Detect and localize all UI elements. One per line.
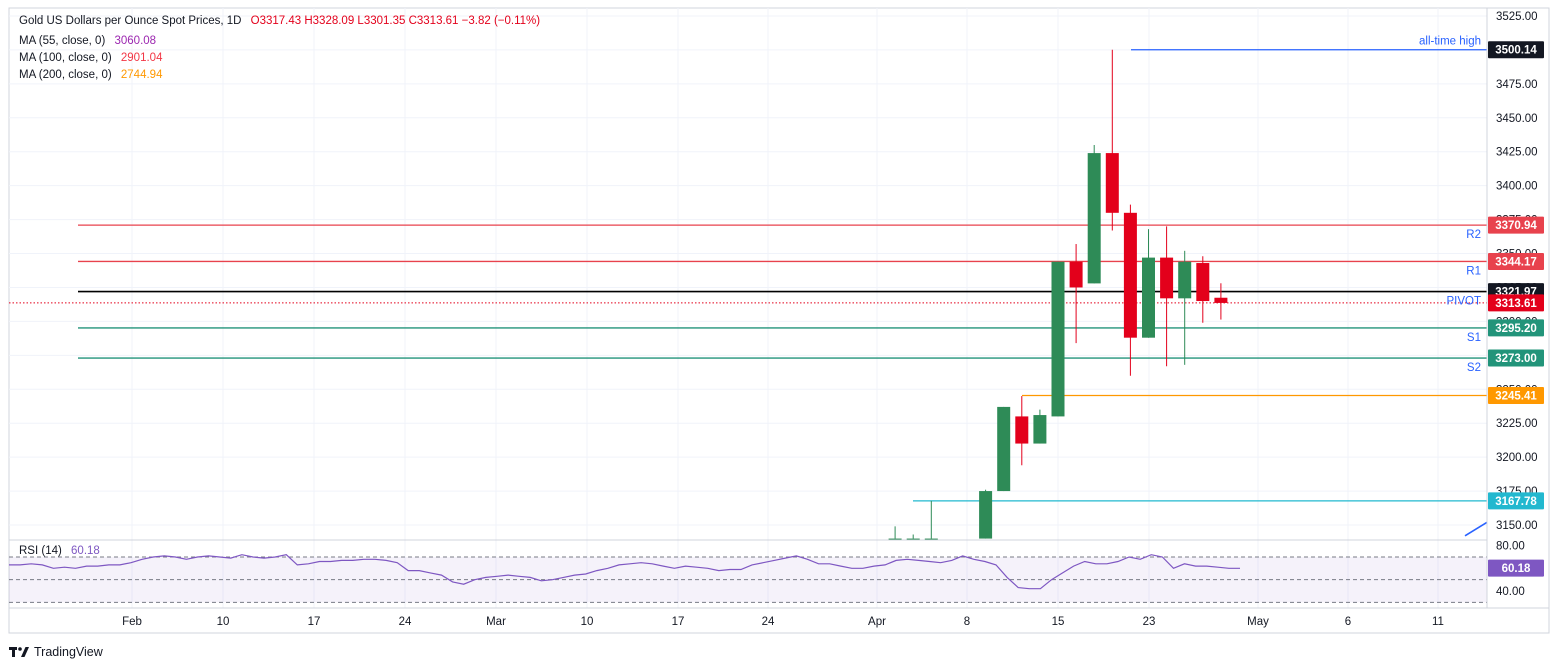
ath-line-tag: all-time high	[1419, 36, 1481, 48]
time-axis[interactable]: Feb 10 17 24 Mar 10 17 24 Apr 8 15 23 May 6 11	[9, 607, 1549, 628]
s2-line-price-label-bg	[1488, 349, 1544, 367]
candle-body-5	[1015, 416, 1029, 444]
time-label-12: May	[1247, 616, 1269, 628]
levels	[9, 49, 1487, 502]
ma55-value: 3060.08	[114, 35, 157, 47]
time-label-2: 17	[308, 616, 321, 628]
chart-border	[8, 7, 1550, 634]
candle-body-12	[1142, 257, 1155, 338]
candle-body-3	[979, 491, 993, 539]
ma200-label: MA (200, close, 0)	[19, 69, 112, 81]
candle-body-14	[1178, 261, 1192, 299]
candle-body-13	[1160, 257, 1174, 299]
rsi-value: 60.18	[71, 545, 100, 557]
price-tick-2: 3475.00	[1496, 79, 1538, 91]
s2-line-price-label: 3273.00	[1495, 353, 1537, 365]
time-label-11: 23	[1143, 616, 1156, 628]
candle-body-10	[1105, 153, 1119, 213]
price-tick-12: 3225.00	[1496, 418, 1538, 430]
level-3167-line-price-label-bg	[1488, 492, 1544, 510]
ma55-legend: MA (55, close, 0) 3060.08	[19, 33, 156, 50]
candle-body-9	[1087, 153, 1101, 284]
ma200-value: 2744.94	[120, 69, 163, 81]
level-3167-line-price-label: 3167.78	[1495, 496, 1537, 508]
r1-line-price-label: 3344.17	[1495, 256, 1537, 268]
time-label-14: 11	[1432, 616, 1444, 628]
time-label-6: 17	[672, 616, 685, 628]
brand-label: TradingView	[34, 645, 103, 659]
time-label-10: 15	[1052, 616, 1065, 628]
candle-body-1	[906, 538, 920, 540]
r1-line-price-label-bg	[1488, 252, 1544, 270]
rsi-tick-0: 80.00	[1496, 541, 1525, 553]
s1-line-tag: S1	[1467, 332, 1481, 344]
time-label-1: 10	[217, 616, 230, 628]
price-tick-5: 3400.00	[1496, 181, 1538, 193]
tradingview-brand[interactable]: TradingView	[9, 645, 103, 659]
ath-line-price-label: 3500.14	[1495, 45, 1537, 57]
candle-body-0	[888, 538, 902, 540]
s1-line-price-label: 3295.20	[1495, 323, 1537, 335]
price-tick-13: 3200.00	[1496, 452, 1538, 464]
ma100-legend: MA (100, close, 0) 2901.04	[19, 50, 162, 67]
level-3245-line-price-label: 3245.41	[1495, 390, 1537, 402]
time-label-7: 24	[762, 616, 775, 628]
ma55-label: MA (55, close, 0)	[19, 35, 106, 47]
tradingview-logo-icon	[9, 647, 29, 657]
candles	[888, 49, 1228, 540]
candle-body-6	[1033, 415, 1047, 444]
symbol-legend: Gold US Dollars per Ounce Spot Prices, 1…	[19, 13, 540, 30]
s2-line-tag: S2	[1467, 362, 1481, 374]
time-label-0: Feb	[122, 616, 142, 628]
candle-body-2	[924, 538, 938, 540]
price-tick-4: 3425.00	[1496, 147, 1538, 159]
time-label-13: 6	[1345, 616, 1351, 628]
time-label-8: Apr	[868, 616, 886, 628]
candle-body-16	[1214, 297, 1228, 303]
r2-line-tag: R2	[1466, 229, 1481, 241]
level-3245-line-price-label-bg	[1488, 386, 1544, 404]
r2-line-price-label: 3370.94	[1495, 220, 1537, 232]
rsi-label: RSI (14)	[19, 545, 62, 557]
time-label-4: Mar	[486, 616, 506, 628]
candle-body-11	[1123, 212, 1137, 338]
ma200-legend: MA (200, close, 0) 2744.94	[19, 67, 162, 84]
ma100-label: MA (100, close, 0)	[19, 52, 112, 64]
price-tick-0: 3525.00	[1496, 11, 1538, 23]
rsi-value-label-bg	[1488, 559, 1544, 577]
rsi-value-label: 60.18	[1502, 563, 1531, 575]
last-price-label: 3313.61	[1495, 298, 1537, 310]
time-label-5: 10	[581, 616, 594, 628]
last-price-label-bg	[1488, 294, 1544, 312]
price-tick-15: 3150.00	[1496, 520, 1538, 532]
rsi-line	[9, 554, 1240, 590]
price-tick-3: 3450.00	[1496, 113, 1538, 125]
ohlc-values: O3317.43 H3328.09 L3301.35 C3313.61 −3.8…	[250, 15, 541, 27]
ma-trend-segment	[1464, 521, 1488, 537]
ath-line-price-label-bg	[1488, 41, 1544, 59]
symbol-title: Gold US Dollars per Ounce Spot Prices, 1…	[19, 15, 242, 27]
s1-line-price-label-bg	[1488, 319, 1544, 337]
ma-line	[1464, 521, 1488, 537]
pivot-line-tag: PIVOT	[1446, 296, 1481, 308]
r2-line-price-label-bg	[1488, 216, 1544, 234]
candle-body-15	[1196, 263, 1210, 302]
rsi-legend: RSI (14) 60.18	[19, 545, 100, 557]
time-label-9: 8	[964, 616, 970, 628]
rsi-tick-1: 40.00	[1496, 586, 1525, 598]
ma100-value: 2901.04	[120, 52, 163, 64]
rsi-pane: 80.00 40.00 60.18	[9, 541, 1544, 603]
r1-line-tag: R1	[1466, 265, 1481, 277]
grid	[9, 8, 1487, 608]
candle-body-8	[1069, 261, 1083, 288]
candle-body-7	[1051, 261, 1065, 417]
time-label-3: 24	[399, 616, 412, 628]
level-labels: all-time high R2 R1 PIVOT S1 S2 3500.14 3370.94…	[1419, 36, 1544, 510]
candle-body-4	[997, 406, 1011, 492]
